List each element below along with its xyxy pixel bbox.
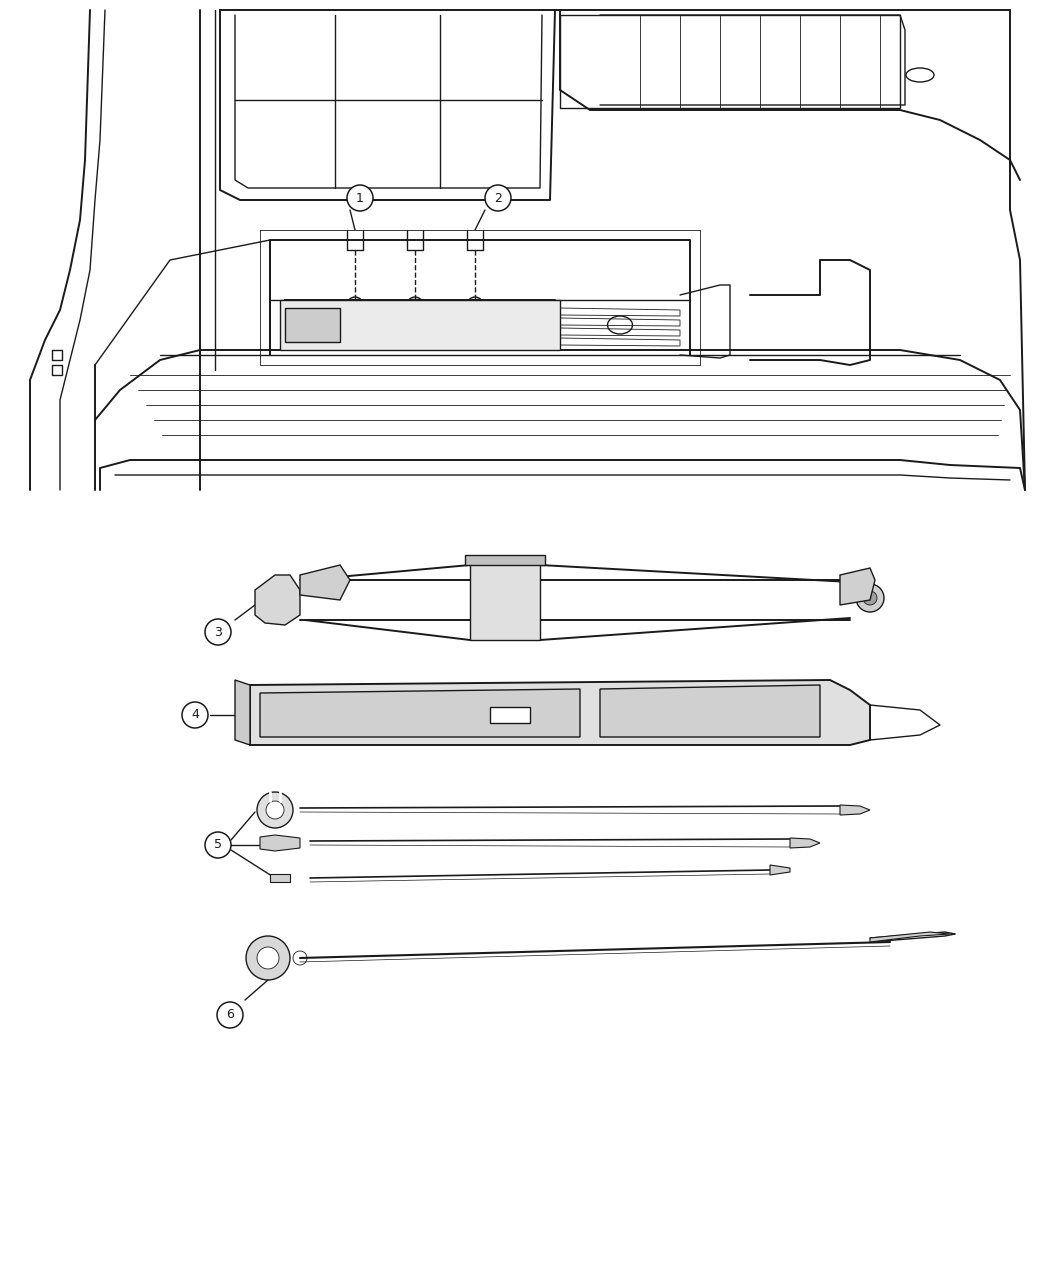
Circle shape	[491, 586, 519, 615]
Text: 4: 4	[191, 709, 198, 722]
Ellipse shape	[608, 316, 632, 334]
Circle shape	[246, 936, 290, 980]
Text: 1: 1	[356, 191, 364, 204]
Polygon shape	[840, 805, 870, 815]
Polygon shape	[235, 680, 250, 745]
Polygon shape	[470, 560, 540, 640]
Polygon shape	[285, 309, 340, 342]
Polygon shape	[300, 565, 350, 601]
Circle shape	[300, 312, 324, 337]
Circle shape	[467, 297, 483, 312]
Polygon shape	[840, 567, 875, 606]
Circle shape	[205, 833, 231, 858]
Polygon shape	[490, 708, 530, 723]
Polygon shape	[260, 835, 300, 850]
Polygon shape	[770, 864, 790, 875]
Circle shape	[407, 297, 423, 312]
Circle shape	[182, 703, 208, 728]
Polygon shape	[790, 838, 820, 848]
Ellipse shape	[906, 68, 934, 82]
Polygon shape	[260, 688, 580, 737]
Circle shape	[504, 709, 516, 720]
Polygon shape	[465, 555, 545, 565]
Polygon shape	[255, 575, 300, 625]
Text: 2: 2	[495, 191, 502, 204]
Polygon shape	[600, 685, 820, 737]
Circle shape	[306, 319, 318, 332]
Circle shape	[257, 947, 279, 969]
Polygon shape	[250, 680, 870, 745]
Circle shape	[217, 1002, 243, 1028]
Polygon shape	[280, 300, 560, 351]
Circle shape	[491, 595, 499, 604]
Circle shape	[509, 595, 517, 604]
Text: 3: 3	[214, 626, 222, 639]
Circle shape	[526, 595, 534, 604]
Circle shape	[346, 297, 363, 312]
Polygon shape	[870, 932, 950, 942]
Text: 5: 5	[214, 839, 222, 852]
Polygon shape	[270, 873, 290, 882]
Circle shape	[270, 592, 286, 608]
Circle shape	[485, 185, 511, 210]
Circle shape	[472, 595, 481, 604]
Circle shape	[266, 801, 284, 819]
Circle shape	[257, 792, 293, 827]
Text: 6: 6	[226, 1009, 234, 1021]
Circle shape	[346, 185, 373, 210]
Circle shape	[856, 584, 884, 612]
Circle shape	[205, 618, 231, 645]
Circle shape	[863, 592, 877, 606]
